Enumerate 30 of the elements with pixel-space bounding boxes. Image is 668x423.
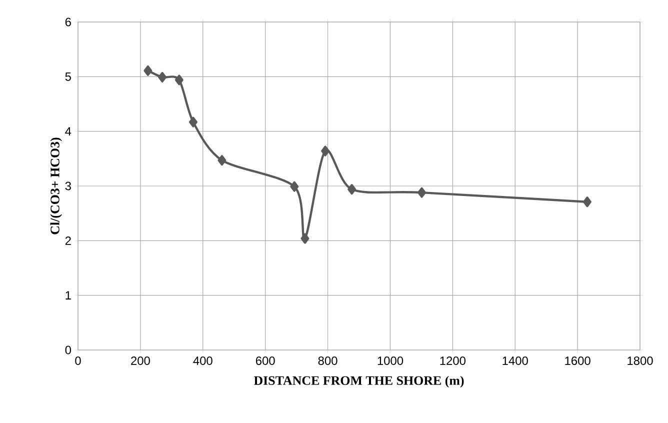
point bbox=[321, 146, 330, 156]
point bbox=[188, 116, 198, 128]
point bbox=[144, 65, 152, 76]
point bbox=[218, 155, 226, 166]
x-tick-label: 200 bbox=[131, 356, 150, 365]
point bbox=[158, 72, 167, 82]
y-tick-label: 3 bbox=[65, 182, 71, 190]
point bbox=[300, 233, 310, 244]
y-axis-title: Cl/(CO3+ HCO3) bbox=[50, 138, 62, 234]
y-tick-label: 0 bbox=[65, 346, 72, 354]
x-tick-label: 1000 bbox=[378, 356, 404, 365]
x-axis-title: DISTANCE FROM THE SHORE (m) bbox=[254, 376, 464, 388]
x-tick-label: 1400 bbox=[502, 356, 528, 365]
point bbox=[174, 74, 184, 86]
y-tick-label: 6 bbox=[65, 18, 71, 26]
y-tick-label: 5 bbox=[65, 72, 71, 81]
x-tick-label: 0 bbox=[75, 356, 81, 365]
point bbox=[583, 196, 592, 208]
point bbox=[290, 181, 299, 192]
y-tick-label: 2 bbox=[65, 236, 71, 245]
y-tick-label: 1 bbox=[66, 291, 71, 300]
x-tick-label: 600 bbox=[256, 356, 275, 365]
x-tick-label: 1800 bbox=[628, 356, 653, 365]
point bbox=[418, 187, 426, 198]
y-tick-label: 4 bbox=[65, 127, 72, 136]
x-tick-label: 800 bbox=[318, 356, 338, 365]
x-tick-label: 1200 bbox=[440, 356, 466, 365]
x-tick-label: 400 bbox=[193, 356, 212, 365]
point bbox=[348, 184, 356, 195]
x-tick-label: 1600 bbox=[565, 356, 590, 365]
